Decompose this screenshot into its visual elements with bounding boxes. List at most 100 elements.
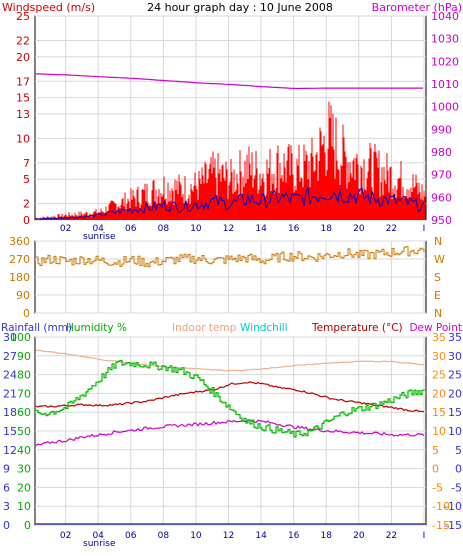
wind-xtick-label: I [423,224,426,234]
temp-tick-label-blue: 15 [448,406,462,419]
wind-xtick-label: 16 [288,224,300,234]
direction-compass-label: N [434,235,442,248]
rain-tick-label: 24 [3,369,17,382]
direction-panel-marks [36,246,425,268]
temp-tick-label-blue: -15 [444,519,462,532]
wind-panel-marks [35,73,426,220]
windspeed-tick-label: 13 [16,108,30,121]
temperature-line [35,381,425,413]
rain-tick-label: 18 [3,406,17,419]
windspeed-tick-label: 2 [23,198,30,211]
direction-panel-ticks: 360 N 270 W 180 S 90 E 0 N [9,235,445,320]
legend-dewpoint: Dew Point [409,322,462,334]
windspeed-tick-label: 25 [16,10,30,23]
barometer-tick-label: 1000 [431,101,459,114]
direction-compass-label: W [434,253,445,266]
rain-tick-label: 30 [3,331,17,344]
humidity-tick-label: 30 [17,463,31,476]
temp-tick-label-orange: 10 [432,425,446,438]
barometer-tick-label: 980 [431,146,452,159]
temp-tick-label-orange: 30 [432,350,446,363]
wind-average-line [35,186,425,220]
wind-xtick-label: 08 [158,224,170,234]
rain-tick-label: 9 [3,463,10,476]
temperature-xtick-label: 04 [92,531,104,541]
temperature-xtick-label: 20 [353,531,365,541]
windspeed-tick-label: 17 [16,75,30,88]
indoor-temp-line [35,349,425,372]
wind-xtick-label: 14 [255,224,267,234]
direction-tick-label: 360 [9,235,30,248]
temp-tick-label-orange: 35 [432,331,446,344]
temperature-panel-marks [35,349,426,525]
barometer-tick-label: 950 [431,214,452,227]
temp-tick-label-orange: 0 [432,463,439,476]
barometer-tick-label: 970 [431,169,452,182]
windspeed-tick-label: 22 [16,34,30,47]
barometer-tick-label: 1020 [431,55,459,68]
humidity-tick-label: 50 [17,425,31,438]
temp-tick-label-blue: 35 [448,331,462,344]
barometer-tick-label: 990 [431,123,452,136]
temperature-xtick-label: 02 [60,531,71,541]
legend-humidity: Humidity % [66,322,127,334]
barometer-tick-label: 1030 [431,33,459,46]
barometer-tick-label: 1010 [431,78,459,91]
windspeed-tick-label: 5 [23,173,30,186]
direction-tick-label: 270 [9,253,30,266]
wind-panel: 02 04 06 08 10 12 14 16 18 20 22 I02571013151720222… [2,1,462,242]
legend-windchill: Windchill [240,322,288,334]
direction-panel: 360 N 270 W 180 S 90 E 0 N [9,235,445,320]
humidity-tick-label: 70 [17,387,31,400]
temperature-panel-grid [35,336,426,526]
rain-tick-label: 21 [3,387,17,400]
humidity-line [36,359,425,438]
humidity-tick-label: 60 [17,406,31,419]
temp-tick-label-blue: 0 [455,463,462,476]
windspeed-tick-label: 0 [23,214,30,227]
wind-direction-line [36,246,425,268]
wind-xtick-label: 10 [190,224,202,234]
wind-xtick-label: 18 [321,224,333,234]
direction-panel-grid [35,240,426,314]
barometer-line [35,73,423,90]
legend-rainfall: Rainfall (mm) [1,322,72,334]
sunrise-label-top: sunrise [83,232,116,242]
temperature-xtick-label: 22 [386,531,397,541]
barometer-tick-label: 960 [431,191,452,204]
wind-xtick-label: 12 [223,224,234,234]
chart-title: 24 hour graph day : 10 June 2008 [147,1,333,14]
wind-xtick-label: 20 [353,224,365,234]
legend-indoor: Indoor temp [172,322,237,334]
windspeed-tick-label: 10 [16,132,30,145]
dewpoint-line [35,419,425,447]
windspeed-axis-label: Windspeed (m/s) [2,1,95,14]
rain-tick-label: 3 [3,500,10,513]
temp-tick-label-orange: 20 [432,387,446,400]
humidity-tick-label: 40 [17,444,31,457]
temperature-xtick-label: 14 [255,531,267,541]
rain-tick-label: 15 [3,425,17,438]
temp-tick-label-orange: -10 [432,500,450,513]
sunrise-label-bottom: sunrise [83,539,116,549]
direction-tick-label: 180 [9,271,30,284]
temp-tick-label-blue: 25 [448,369,462,382]
temperature-xtick-label: 06 [125,531,137,541]
rain-tick-label: 0 [3,519,10,532]
temp-tick-label-orange: 5 [432,444,439,457]
windspeed-tick-label: 7 [23,157,30,170]
wind-xtick-label: 06 [125,224,137,234]
wind-xtick-label: 22 [386,224,397,234]
wind-panel-ticks: 02 04 06 08 10 12 14 16 18 20 22 I02571013151720222… [16,10,459,234]
direction-compass-label: S [434,271,441,284]
temp-tick-label-orange: 15 [432,406,446,419]
temperature-xtick-label: 16 [288,531,300,541]
wind-xtick-label: 04 [92,224,104,234]
windspeed-tick-label: 20 [16,51,30,64]
temperature-xtick-label: 12 [223,531,234,541]
humidity-tick-label: 10 [17,500,31,513]
humidity-tick-label: 20 [17,481,31,494]
